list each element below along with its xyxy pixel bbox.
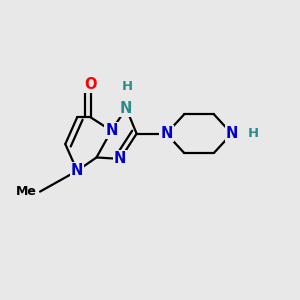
- Text: N: N: [71, 163, 83, 178]
- Text: H: H: [122, 80, 133, 93]
- Text: N: N: [120, 101, 132, 116]
- Text: N: N: [114, 152, 127, 166]
- Text: H: H: [248, 127, 259, 140]
- Text: N: N: [105, 123, 118, 138]
- Text: O: O: [84, 77, 97, 92]
- Text: N: N: [226, 126, 238, 141]
- Text: N: N: [160, 126, 172, 141]
- Text: Me: Me: [16, 185, 37, 198]
